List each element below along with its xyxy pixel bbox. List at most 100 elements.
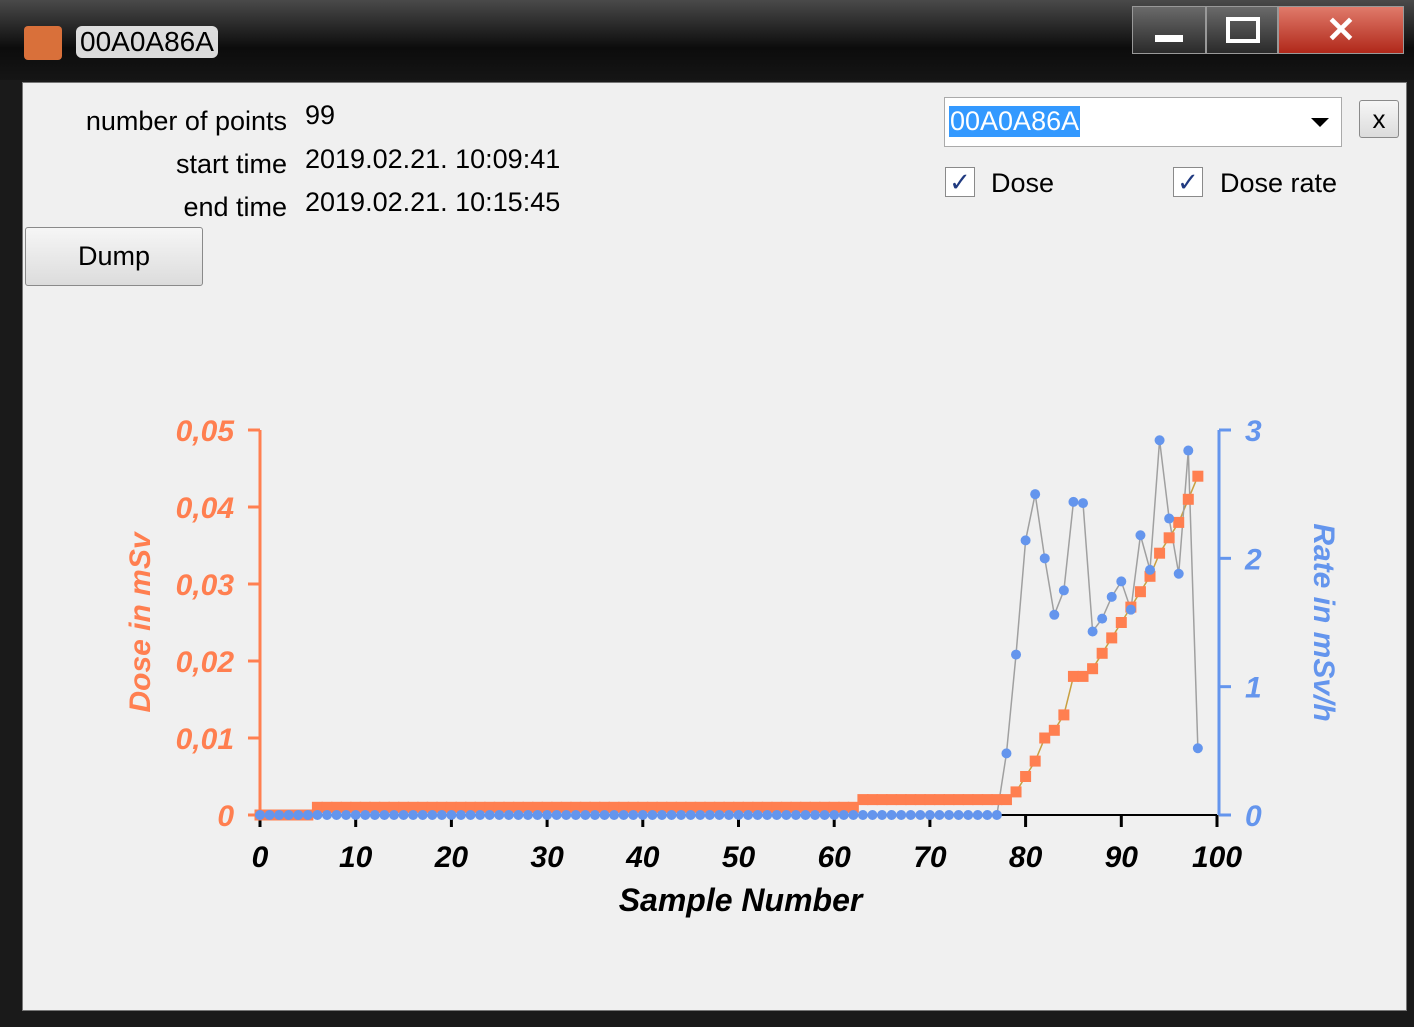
data-point — [350, 801, 362, 813]
data-point — [369, 801, 381, 813]
data-point — [512, 801, 524, 813]
data-point — [1087, 663, 1099, 675]
data-point — [829, 810, 840, 820]
data-point — [800, 810, 811, 820]
data-point — [1039, 732, 1051, 744]
data-point — [1039, 553, 1050, 564]
dump-button[interactable]: Dump — [25, 227, 203, 286]
data-point — [1116, 576, 1127, 587]
data-point — [455, 810, 466, 820]
y-tick-label: 0,01 — [176, 723, 234, 756]
data-point — [1154, 435, 1165, 446]
data-point — [493, 801, 505, 813]
data-point — [1068, 496, 1079, 507]
y2-tick-label: 0 — [1245, 800, 1262, 833]
app-icon — [24, 26, 62, 60]
data-point — [790, 801, 802, 813]
data-point — [685, 810, 696, 820]
data-point — [1173, 568, 1184, 579]
data-point — [1078, 498, 1089, 509]
data-point — [599, 810, 610, 820]
data-point — [1163, 532, 1175, 544]
data-point — [905, 810, 916, 820]
data-point — [1000, 794, 1012, 806]
data-point — [561, 810, 572, 820]
data-point — [436, 810, 447, 820]
x-tick-label: 0 — [252, 841, 269, 874]
data-point — [895, 794, 907, 806]
minimize-button[interactable] — [1132, 6, 1206, 54]
data-point — [847, 801, 859, 813]
data-point — [541, 801, 553, 813]
data-point — [274, 810, 285, 820]
data-point — [1164, 513, 1175, 524]
data-point — [465, 801, 477, 813]
y-tick-label: 0,03 — [176, 569, 235, 602]
checkbox[interactable]: ✓ — [1173, 167, 1203, 197]
x-tick-label: 70 — [913, 841, 947, 874]
data-point — [388, 810, 399, 820]
data-point — [790, 810, 801, 820]
data-point — [637, 801, 649, 813]
y-tick-label: 0,02 — [176, 646, 235, 679]
data-point — [1030, 489, 1041, 500]
device-selector[interactable]: 00A0A86A — [944, 97, 1342, 147]
data-point — [283, 810, 294, 820]
data-point — [503, 810, 514, 820]
data-point — [293, 810, 304, 820]
window-title: 00A0A86A — [76, 26, 218, 58]
y-tick-label: 0,04 — [176, 492, 235, 525]
data-point — [1049, 609, 1060, 620]
data-point — [1010, 786, 1022, 798]
data-point — [618, 801, 630, 813]
data-point — [809, 801, 821, 813]
x-tick-label: 10 — [339, 841, 373, 874]
data-point — [943, 794, 955, 806]
data-point — [752, 810, 763, 820]
data-point — [905, 794, 917, 806]
data-point — [1097, 613, 1108, 624]
data-point — [426, 801, 438, 813]
data-point — [866, 794, 878, 806]
data-point — [532, 810, 543, 820]
data-point — [780, 801, 792, 813]
data-point — [656, 810, 667, 820]
data-point — [455, 801, 467, 813]
data-point — [675, 801, 687, 813]
close-button[interactable]: ✕ — [1278, 6, 1404, 54]
x-tick-label: 40 — [625, 841, 660, 874]
y2-axis-title: Rate in mSv/h — [1307, 523, 1340, 721]
x-tick-label: 80 — [1009, 841, 1043, 874]
data-point — [723, 801, 735, 813]
info-value: 2019.02.21. 10:15:45 — [305, 187, 561, 217]
data-point — [991, 810, 1002, 820]
data-point — [1154, 547, 1166, 559]
data-point — [838, 810, 849, 820]
data-point — [599, 801, 611, 813]
data-point — [810, 810, 821, 820]
data-point — [359, 801, 371, 813]
data-point — [647, 810, 658, 820]
x-tick-label: 50 — [722, 841, 756, 874]
x-tick-label: 60 — [818, 841, 852, 874]
data-point — [1058, 585, 1069, 596]
checkbox[interactable]: ✓ — [945, 167, 975, 197]
maximize-button[interactable] — [1206, 6, 1278, 54]
data-point — [1106, 591, 1117, 602]
data-point — [1011, 649, 1022, 660]
data-point — [733, 810, 744, 820]
x-tick-label: 90 — [1105, 841, 1139, 874]
data-point — [551, 810, 562, 820]
data-point — [733, 801, 744, 813]
data-point — [695, 810, 706, 820]
info-label: number of points — [85, 106, 287, 136]
data-point — [445, 801, 457, 813]
data-point — [589, 810, 600, 820]
data-point — [877, 810, 888, 820]
data-point — [771, 810, 782, 820]
data-point — [743, 810, 754, 820]
data-point — [944, 810, 955, 820]
data-point — [676, 810, 687, 820]
clear-button[interactable]: x — [1359, 100, 1399, 138]
